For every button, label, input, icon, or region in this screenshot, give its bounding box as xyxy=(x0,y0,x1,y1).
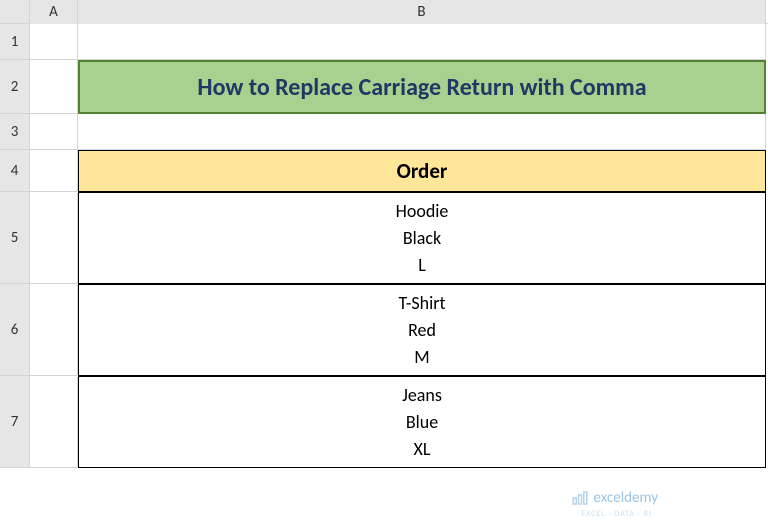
cell-line: M xyxy=(414,344,429,371)
cell-line: Black xyxy=(403,225,441,252)
row-header-2[interactable]: 2 xyxy=(0,60,30,114)
cell-A6[interactable] xyxy=(30,284,78,376)
col-header-A[interactable]: A xyxy=(30,0,78,24)
table-header-cell[interactable]: Order xyxy=(78,150,766,192)
row-header-4[interactable]: 4 xyxy=(0,150,30,192)
row-header-7[interactable]: 7 xyxy=(0,376,30,468)
cell-A2[interactable] xyxy=(30,60,78,114)
cell-grid: How to Replace Carriage Return with Comm… xyxy=(30,24,766,468)
cell-line: Jeans xyxy=(402,382,442,409)
table-row[interactable]: T-Shirt Red M xyxy=(78,284,766,376)
row-headers: 1 2 3 4 5 6 7 xyxy=(0,24,30,468)
cell-line: XL xyxy=(414,436,431,463)
chart-icon xyxy=(571,489,589,507)
cell-B3[interactable] xyxy=(78,114,766,150)
cell-line: Red xyxy=(408,317,436,344)
cell-A4[interactable] xyxy=(30,150,78,192)
column-headers: A B xyxy=(0,0,768,24)
cell-A3[interactable] xyxy=(30,114,78,150)
cell-line: T-Shirt xyxy=(398,290,445,317)
cell-line: Hoodie xyxy=(396,198,449,225)
cell-A7[interactable] xyxy=(30,376,78,468)
spreadsheet: A B 1 2 3 4 5 6 7 How to Replace Carriag… xyxy=(0,0,768,529)
row-header-5[interactable]: 5 xyxy=(0,192,30,284)
cell-B1[interactable] xyxy=(78,24,766,60)
table-row[interactable]: Hoodie Black L xyxy=(78,192,766,284)
row-header-3[interactable]: 3 xyxy=(0,114,30,150)
select-all-corner[interactable] xyxy=(0,0,30,24)
row-header-1[interactable]: 1 xyxy=(0,24,30,60)
watermark: exceldemy xyxy=(571,489,658,507)
cell-A1[interactable] xyxy=(30,24,78,60)
col-header-B[interactable]: B xyxy=(78,0,766,24)
table-row[interactable]: Jeans Blue XL xyxy=(78,376,766,468)
cell-line: Blue xyxy=(406,409,438,436)
cell-A5[interactable] xyxy=(30,192,78,284)
row-header-6[interactable]: 6 xyxy=(0,284,30,376)
watermark-text: exceldemy xyxy=(594,489,658,507)
cell-line: L xyxy=(418,252,426,279)
watermark-subtext: EXCEL · DATA · BI xyxy=(581,509,652,519)
title-cell[interactable]: How to Replace Carriage Return with Comm… xyxy=(78,60,766,114)
